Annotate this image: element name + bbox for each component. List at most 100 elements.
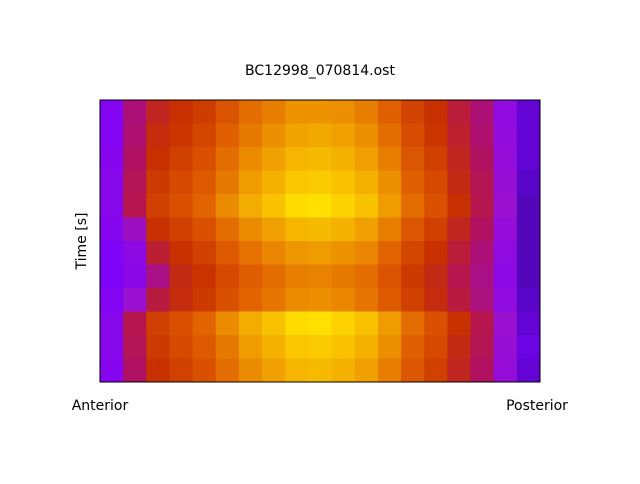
heatmap-cell (401, 100, 425, 124)
heatmap-cell (354, 288, 379, 312)
heatmap-cell (123, 170, 147, 195)
heatmap-cell (169, 288, 194, 312)
heatmap-cell (238, 241, 263, 265)
heatmap-cell (100, 100, 124, 124)
heatmap-cell (354, 311, 379, 336)
heatmap-cell (470, 264, 495, 289)
heatmap-cell (493, 311, 518, 336)
heatmap-cell (100, 217, 124, 242)
heatmap-cell (377, 217, 402, 242)
heatmap-cell (100, 358, 124, 383)
heatmap-cell (215, 288, 240, 312)
heatmap-cell (331, 311, 356, 336)
heatmap-cell (493, 264, 518, 289)
heatmap-cell (516, 100, 541, 124)
heatmap-cell (169, 123, 194, 148)
heatmap-cell (262, 100, 286, 124)
heatmap-cell (424, 194, 448, 218)
heatmap-cell (262, 264, 286, 289)
heatmap-cell (169, 217, 194, 242)
heatmap-cell (100, 335, 124, 359)
heatmap-cell (238, 264, 263, 289)
heatmap-cell (424, 288, 448, 312)
heatmap-cell (516, 123, 541, 148)
heatmap-cell (215, 147, 240, 171)
heatmap-cell (238, 194, 263, 218)
heatmap-cell (470, 217, 495, 242)
heatmap-cell (516, 147, 541, 171)
heatmap-cell (354, 194, 379, 218)
heatmap-cell (215, 311, 240, 336)
heatmap-cell (100, 123, 124, 148)
heatmap-cell (447, 147, 472, 171)
heatmap-cell (285, 288, 309, 312)
heatmap-cell (285, 123, 309, 148)
heatmap-cell (331, 217, 356, 242)
heatmap-cell (285, 311, 309, 336)
heatmap-cell (493, 358, 518, 383)
heatmap-cell (308, 100, 333, 124)
heatmap-cell (238, 217, 263, 242)
heatmap-cell (401, 217, 425, 242)
heatmap-cell (100, 170, 124, 195)
heatmap-cell (123, 217, 147, 242)
heatmap-cell (123, 311, 147, 336)
heatmap-cell (308, 147, 333, 171)
heatmap-cell (238, 123, 263, 148)
heatmap-cell (516, 288, 541, 312)
heatmap-cell (285, 194, 309, 218)
heatmap-cell (470, 241, 495, 265)
heatmap-cell (262, 194, 286, 218)
heatmap-cell (331, 123, 356, 148)
heatmap-cell (331, 335, 356, 359)
heatmap-cell (470, 147, 495, 171)
heatmap-cell (146, 100, 170, 124)
heatmap-cell (192, 217, 217, 242)
heatmap-cell (308, 335, 333, 359)
heatmap-cell (285, 358, 309, 383)
heatmap-cell (100, 147, 124, 171)
heatmap-cell (470, 288, 495, 312)
heatmap-cell (146, 288, 170, 312)
heatmap-cell (447, 123, 472, 148)
heatmap-cell (308, 311, 333, 336)
heatmap-cell (146, 335, 170, 359)
x-end-label: Anterior (72, 398, 129, 414)
heatmap-cell (354, 170, 379, 195)
heatmap-cell (238, 358, 263, 383)
heatmap-cell (424, 123, 448, 148)
heatmap-cell (285, 170, 309, 195)
heatmap-cell (215, 241, 240, 265)
heatmap-cell (447, 241, 472, 265)
heatmap-cell (262, 288, 286, 312)
heatmap-cell (169, 147, 194, 171)
heatmap-cell (354, 264, 379, 289)
heatmap-cell (493, 194, 518, 218)
heatmap-cell (169, 170, 194, 195)
heatmap-cell (308, 264, 333, 289)
heatmap-cell (447, 358, 472, 383)
heatmap-cell (331, 100, 356, 124)
heatmap-cell (401, 170, 425, 195)
heatmap-cell (516, 194, 541, 218)
heatmap-cell (308, 217, 333, 242)
heatmap-cell (470, 123, 495, 148)
heatmap-cell (215, 358, 240, 383)
heatmap-cell (447, 264, 472, 289)
heatmap-cell (192, 335, 217, 359)
heatmap-cell (447, 335, 472, 359)
heatmap-cell (424, 100, 448, 124)
heatmap-cell (123, 194, 147, 218)
heatmap-cell (192, 100, 217, 124)
heatmap-cell (516, 358, 541, 383)
heatmap-cell (146, 311, 170, 336)
heatmap-cell (123, 100, 147, 124)
heatmap-cell (192, 147, 217, 171)
heatmap-cell (424, 358, 448, 383)
heatmap-cell (377, 147, 402, 171)
heatmap-cell (354, 241, 379, 265)
heatmap-cell (262, 147, 286, 171)
heatmap-cell (424, 335, 448, 359)
heatmap-cell (424, 264, 448, 289)
